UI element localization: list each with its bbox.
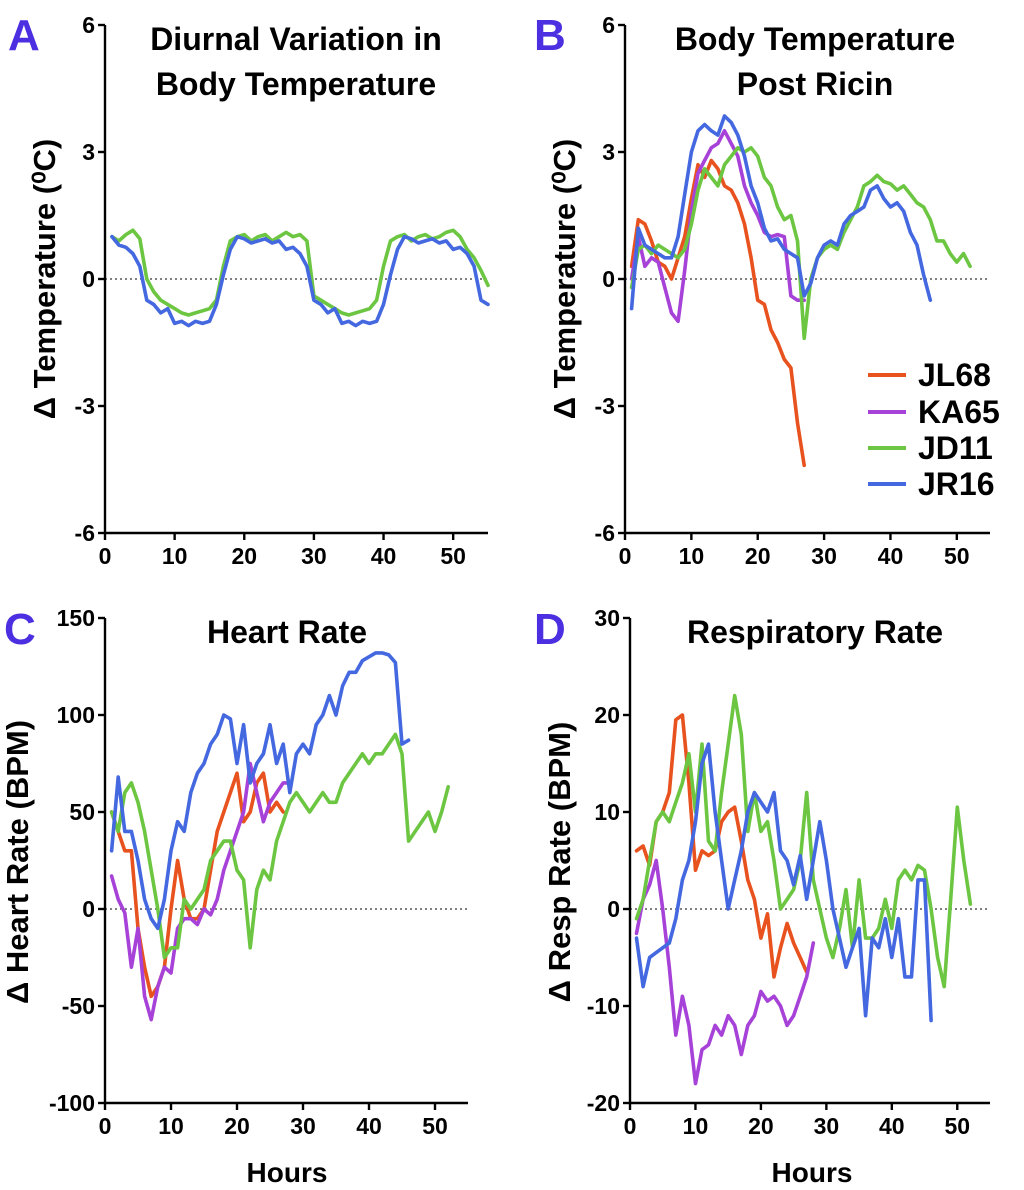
x-tick-label: 20 bbox=[745, 543, 771, 569]
panel-a-axes: -6 -3 0 3 6 0 10 20 30 40 50 bbox=[75, 12, 488, 569]
y-tick-label: 20 bbox=[594, 702, 620, 728]
x-tick-label: 40 bbox=[371, 543, 397, 569]
legend-label-ka65: KA65 bbox=[918, 394, 1000, 430]
x-tick-label: 40 bbox=[356, 1113, 382, 1139]
panel-b-y-axis-label: Δ Temperature (⁰C) bbox=[547, 139, 582, 419]
panel-c-y-axis-label: Δ Heart Rate (BPM) bbox=[0, 720, 35, 1004]
legend-item-jl68: JL68 bbox=[868, 357, 991, 393]
panel-a-title-line-1: Diurnal Variation in bbox=[150, 21, 442, 57]
y-tick-label: -10 bbox=[587, 993, 620, 1019]
y-tick-label: 3 bbox=[82, 139, 95, 165]
series-line-jd11 bbox=[634, 693, 973, 989]
panel-letter-d: D bbox=[534, 605, 566, 654]
legend-label-jl68: JL68 bbox=[918, 357, 991, 393]
y-tick-label: 0 bbox=[602, 266, 615, 292]
y-tick-label: 6 bbox=[602, 12, 615, 38]
panel-d-title: Respiratory Rate bbox=[687, 614, 943, 650]
y-tick-label: 0 bbox=[82, 896, 95, 922]
panel-a: A Diurnal Variation in Body Temperature … bbox=[8, 11, 490, 569]
x-tick-label: 30 bbox=[811, 543, 837, 569]
legend-label-jd11: JD11 bbox=[918, 430, 993, 466]
panel-letter-c: C bbox=[4, 605, 36, 654]
y-tick-label: 0 bbox=[82, 266, 95, 292]
y-tick-label: -6 bbox=[595, 520, 615, 546]
x-tick-label: 20 bbox=[231, 543, 257, 569]
x-tick-label: 40 bbox=[879, 1113, 905, 1139]
x-tick-label: 30 bbox=[814, 1113, 840, 1139]
series-line-jr16 bbox=[110, 234, 490, 328]
panel-b-title-line-2: Post Ricin bbox=[737, 66, 893, 102]
x-tick-label: 40 bbox=[878, 543, 904, 569]
panel-letter-a: A bbox=[8, 11, 40, 60]
panel-b: B Body Temperature Post Ricin Δ Temperat… bbox=[534, 11, 1000, 569]
series-line-jr16 bbox=[629, 114, 933, 311]
series-line-jd11 bbox=[110, 228, 490, 317]
x-tick-label: 50 bbox=[944, 543, 970, 569]
series-line-jr16 bbox=[634, 742, 933, 1023]
panel-d-x-axis-label: Hours bbox=[772, 1157, 853, 1188]
y-tick-label: 6 bbox=[82, 12, 95, 38]
panel-a-title-line-2: Body Temperature bbox=[156, 66, 436, 102]
y-tick-label: -50 bbox=[62, 993, 95, 1019]
x-tick-label: 0 bbox=[619, 543, 632, 569]
y-tick-label: 3 bbox=[602, 139, 615, 165]
legend-label-jr16: JR16 bbox=[918, 466, 995, 502]
panel-letter-b: B bbox=[534, 11, 566, 60]
x-tick-label: 30 bbox=[301, 543, 327, 569]
panel-c-axes: -100 -50 0 50 100 150 0 10 20 30 40 50 bbox=[49, 605, 468, 1139]
y-tick-label: -6 bbox=[75, 520, 95, 546]
y-tick-label: -100 bbox=[49, 1090, 95, 1116]
y-tick-label: 10 bbox=[594, 799, 620, 825]
x-tick-label: 50 bbox=[944, 1113, 970, 1139]
y-tick-label: -3 bbox=[75, 393, 95, 419]
y-tick-label: -3 bbox=[595, 393, 615, 419]
panel-c-series bbox=[109, 651, 451, 1022]
series-line-jd11 bbox=[629, 146, 972, 341]
y-tick-label: -20 bbox=[587, 1090, 620, 1116]
series-line-jr16 bbox=[109, 651, 411, 931]
x-tick-label: 10 bbox=[683, 1113, 709, 1139]
legend-item-jd11: JD11 bbox=[868, 430, 993, 466]
y-tick-label: 30 bbox=[594, 605, 620, 631]
series-line-ka65 bbox=[634, 858, 816, 1086]
x-tick-label: 30 bbox=[290, 1113, 316, 1139]
x-tick-label: 20 bbox=[224, 1113, 250, 1139]
panel-d-y-axis-label: Δ Resp Rate (BPM) bbox=[542, 722, 577, 1003]
legend-item-jr16: JR16 bbox=[868, 466, 995, 502]
x-tick-label: 0 bbox=[624, 1113, 637, 1139]
panel-c-title: Heart Rate bbox=[207, 614, 367, 650]
panel-c-x-axis-label: Hours bbox=[247, 1157, 328, 1188]
series-line-jd11 bbox=[109, 732, 451, 960]
panel-a-y-axis-label: Δ Temperature (⁰C) bbox=[27, 139, 62, 419]
x-tick-label: 0 bbox=[99, 543, 112, 569]
y-tick-label: 100 bbox=[57, 702, 95, 728]
x-tick-label: 0 bbox=[99, 1113, 112, 1139]
y-tick-label: 150 bbox=[57, 605, 95, 631]
x-tick-label: 50 bbox=[440, 543, 466, 569]
x-tick-label: 10 bbox=[158, 1113, 184, 1139]
series-line-ka65 bbox=[629, 129, 807, 324]
x-tick-label: 20 bbox=[748, 1113, 774, 1139]
x-tick-label: 50 bbox=[422, 1113, 448, 1139]
panel-c: C Heart Rate Δ Heart Rate (BPM) Hours -1… bbox=[0, 605, 468, 1188]
panel-d: D Respiratory Rate Δ Resp Rate (BPM) Hou… bbox=[534, 605, 990, 1188]
x-tick-label: 10 bbox=[162, 543, 188, 569]
series-line-jl68 bbox=[634, 713, 809, 979]
y-tick-label: 50 bbox=[69, 799, 95, 825]
panel-d-series bbox=[634, 693, 973, 1086]
series-line-ka65 bbox=[109, 761, 292, 1022]
legend-item-ka65: KA65 bbox=[868, 394, 1000, 430]
x-tick-label: 10 bbox=[679, 543, 705, 569]
panel-b-series bbox=[629, 114, 972, 468]
panel-b-legend: JL68 KA65 JD11 JR16 bbox=[868, 357, 1000, 502]
panel-d-axes: -20 -10 0 10 20 30 0 10 20 30 40 50 bbox=[587, 605, 990, 1139]
y-tick-label: 0 bbox=[607, 896, 620, 922]
panel-b-title-line-1: Body Temperature bbox=[675, 21, 955, 57]
panel-a-series bbox=[110, 228, 490, 328]
